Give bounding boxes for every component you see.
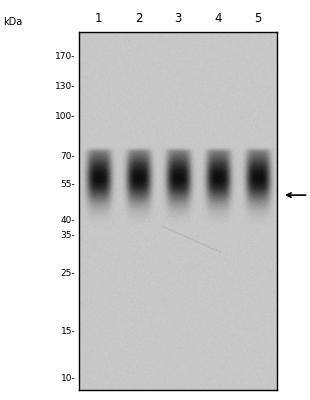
Text: 130-: 130- (55, 82, 75, 91)
Text: 100-: 100- (55, 112, 75, 121)
Text: 1: 1 (95, 12, 103, 25)
Text: 15-: 15- (60, 328, 75, 336)
Text: 10-: 10- (60, 374, 75, 382)
Text: 70-: 70- (60, 152, 75, 161)
Text: 55-: 55- (60, 180, 75, 189)
Text: 25-: 25- (61, 269, 75, 278)
Text: 4: 4 (214, 12, 222, 25)
Text: 2: 2 (135, 12, 142, 25)
Text: 40-: 40- (61, 216, 75, 225)
Text: 35-: 35- (60, 231, 75, 240)
Text: 5: 5 (254, 12, 261, 25)
Text: kDa: kDa (3, 17, 22, 27)
Text: 170-: 170- (55, 52, 75, 60)
Text: 3: 3 (175, 12, 182, 25)
